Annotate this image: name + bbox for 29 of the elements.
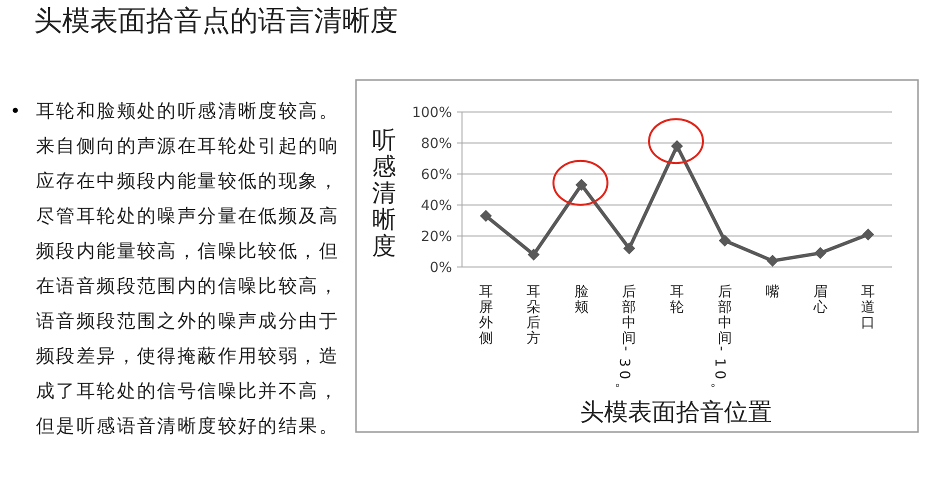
y-tick-label: 0% <box>430 260 452 276</box>
x-tick-label: 耳屏外侧 <box>478 284 493 346</box>
x-tick-label: 脸颊 <box>574 284 588 316</box>
point <box>575 178 588 191</box>
text: • <box>10 100 21 124</box>
y-tick-label: 60% <box>420 167 452 183</box>
x-tick-label: 眉心 <box>812 284 828 316</box>
point <box>814 247 826 260</box>
y-tick-label: 40% <box>420 198 452 214</box>
x-tick-label: 嘴 <box>766 284 780 300</box>
x-tick-label: 耳朵后方 <box>526 284 541 346</box>
point <box>718 234 731 247</box>
text: 头模表面拾音点的语言清晰度 <box>34 3 398 39</box>
point <box>671 140 683 152</box>
x-axis-title: 头模表面拾音位置 <box>580 398 772 426</box>
y-axis-title: 听感清晰度 <box>372 126 396 260</box>
y-tick-label: 100% <box>412 105 452 121</box>
x-tick-label: 后部中间-10。 <box>708 284 732 397</box>
x-tick-label: 耳道口 <box>861 284 876 331</box>
x-tick-label: 耳轮 <box>670 284 684 316</box>
y-tick-label: 20% <box>420 229 452 245</box>
point <box>480 210 492 222</box>
x-tick-label: 后部中间-30。 <box>613 284 636 397</box>
text: 耳轮和脸颊处的听感清晰度较高。来自侧向的声源在耳轮处引起的响应存在中频段内能量较低的现象，尽管耳轮处的噪声分量在低频及高频段内能量较高，信噪比较低，但在语音频段范围内的信噪比较高，语音频段范围之外的噪声成分由于频段差异，使得掩蔽作用较弱，造成了耳轮处的信号信噪比并不高，但是听感语音清晰度较好的结果。 <box>36 101 339 437</box>
point <box>862 228 874 240</box>
point <box>623 242 636 254</box>
point <box>766 254 779 267</box>
point <box>528 248 540 261</box>
y-tick-label: 80% <box>420 136 452 152</box>
